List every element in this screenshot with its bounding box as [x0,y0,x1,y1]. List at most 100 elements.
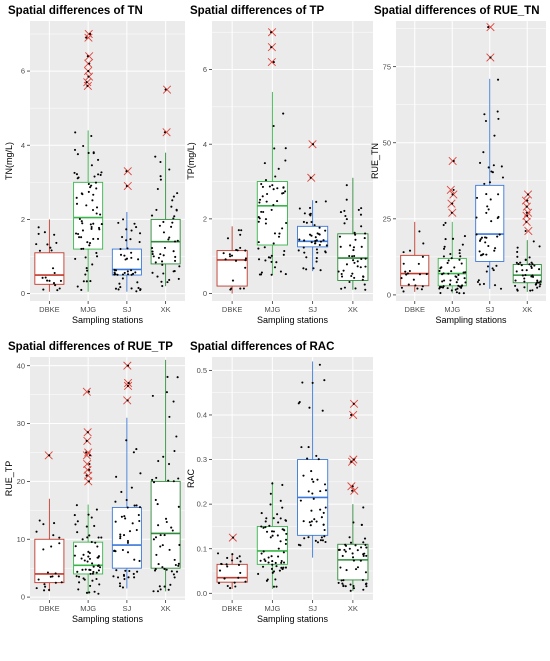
data-point [117,288,120,291]
data-point [163,534,166,537]
outlier-marker [162,128,171,137]
data-point [51,575,54,578]
data-point [159,588,162,591]
x-tick-label: MJG [264,305,280,314]
data-point [496,235,499,238]
data-point [489,198,492,201]
data-point [272,61,275,64]
data-point [268,524,271,527]
data-point [362,275,365,278]
data-point [482,253,485,256]
box-xk [337,177,369,291]
data-point [88,557,92,560]
data-point [89,223,92,226]
data-point [173,270,176,273]
data-point [350,460,353,463]
data-point [360,523,363,526]
data-point [154,261,157,264]
data-point [114,520,117,523]
data-point [538,285,541,288]
data-point [337,581,340,584]
data-point [418,230,421,233]
data-point [313,224,316,227]
data-point [262,550,265,553]
data-point [99,213,102,216]
data-point [35,530,38,533]
data-point [345,184,348,187]
data-point [48,588,51,591]
data-point [279,499,282,502]
data-point [270,273,273,276]
data-point [360,245,363,248]
data-point [89,584,92,587]
data-point [159,160,162,164]
outlier-marker [486,22,495,32]
data-point [452,159,455,163]
data-point [88,244,91,247]
data-point [120,490,123,494]
data-point [260,525,263,528]
data-point [41,276,44,279]
data-point [43,231,46,234]
data-point [89,572,92,575]
data-point [360,257,363,261]
data-point [303,537,306,540]
data-point [354,544,357,547]
data-point [457,273,460,276]
data-point [261,565,265,568]
data-point [74,131,77,134]
data-point [444,221,447,224]
data-point [175,570,179,573]
data-point [138,559,141,562]
data-point [519,261,522,264]
data-point [80,220,83,223]
data-point [476,280,479,284]
data-point [229,255,232,258]
data-point [310,221,313,224]
data-point [76,285,79,288]
data-point [464,271,467,274]
data-point [303,212,306,215]
data-point [127,576,130,579]
data-point [154,536,158,539]
data-point [309,176,312,179]
data-point [160,280,163,283]
data-point [150,214,154,217]
outlier-marker [347,482,356,491]
data-point [81,538,84,541]
data-point [130,273,133,276]
data-point [90,184,93,187]
data-point [303,251,306,254]
data-point [74,545,77,548]
data-point [121,277,124,280]
data-point [305,221,308,224]
x-tick-label: MJG [80,305,96,314]
data-point [244,257,247,260]
data-point [361,578,364,582]
data-point [450,289,453,292]
data-point [277,235,281,238]
box-dbke [34,451,65,592]
data-point [162,455,165,458]
y-tick-label: 0.3 [197,455,207,464]
data-point [231,553,234,556]
y-axis-label: RAC [186,469,196,489]
y-tick-label: 0.5 [197,366,207,375]
data-point [356,260,359,263]
y-axis-label: RUE_TN [370,143,380,179]
data-point [271,184,274,187]
data-point [114,287,118,290]
data-point [311,492,314,495]
data-point [80,247,83,250]
data-point [272,188,275,191]
data-point [483,113,486,116]
data-point [350,274,353,278]
data-point [174,563,177,567]
data-point [126,539,130,543]
plot-background [396,21,546,301]
data-point [81,229,85,232]
box-iqr [34,538,65,584]
data-point [307,536,310,539]
data-point [315,239,318,242]
data-point [257,258,261,261]
